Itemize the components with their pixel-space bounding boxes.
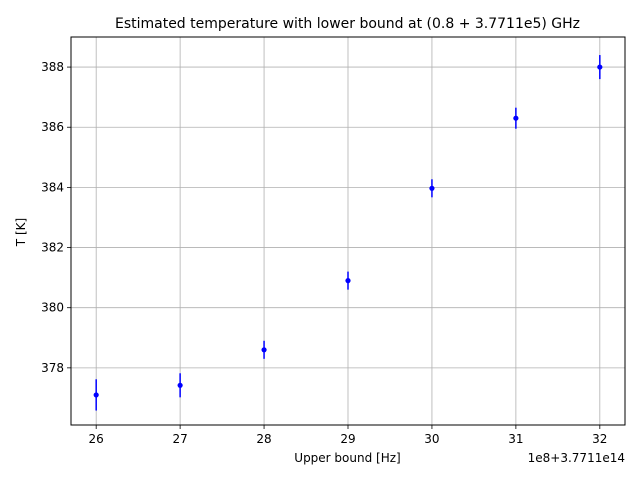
x-tick-label: 27 bbox=[172, 432, 187, 446]
data-point bbox=[597, 64, 603, 70]
ticks: 26 27 28 29 30 31 32 378 380 382 384 386 388 bbox=[41, 60, 607, 446]
data-point bbox=[513, 115, 519, 121]
y-axis-label: T [K] bbox=[14, 218, 28, 247]
grid bbox=[71, 37, 625, 425]
data-point bbox=[345, 278, 351, 284]
y-tick-label: 378 bbox=[41, 361, 64, 375]
chart-title: Estimated temperature with lower bound a… bbox=[115, 16, 580, 32]
x-tick-label: 29 bbox=[340, 432, 355, 446]
data-point bbox=[177, 382, 183, 388]
x-offset-label: 1e8+3.7711e14 bbox=[528, 451, 625, 465]
data-point bbox=[261, 347, 267, 353]
x-axis-label: Upper bound [Hz] bbox=[294, 451, 400, 465]
data-point bbox=[93, 392, 99, 398]
y-tick-label: 380 bbox=[41, 301, 64, 315]
y-tick-label: 388 bbox=[41, 60, 64, 74]
x-tick-label: 30 bbox=[424, 432, 439, 446]
data-point bbox=[429, 185, 435, 191]
y-tick-label: 382 bbox=[41, 241, 64, 255]
x-tick-label: 32 bbox=[592, 432, 607, 446]
y-tick-label: 386 bbox=[41, 120, 64, 134]
x-tick-label: 31 bbox=[508, 432, 523, 446]
data-layer bbox=[93, 55, 603, 411]
x-tick-label: 26 bbox=[89, 432, 104, 446]
x-tick-label: 28 bbox=[256, 432, 271, 446]
y-tick-label: 384 bbox=[41, 180, 64, 194]
